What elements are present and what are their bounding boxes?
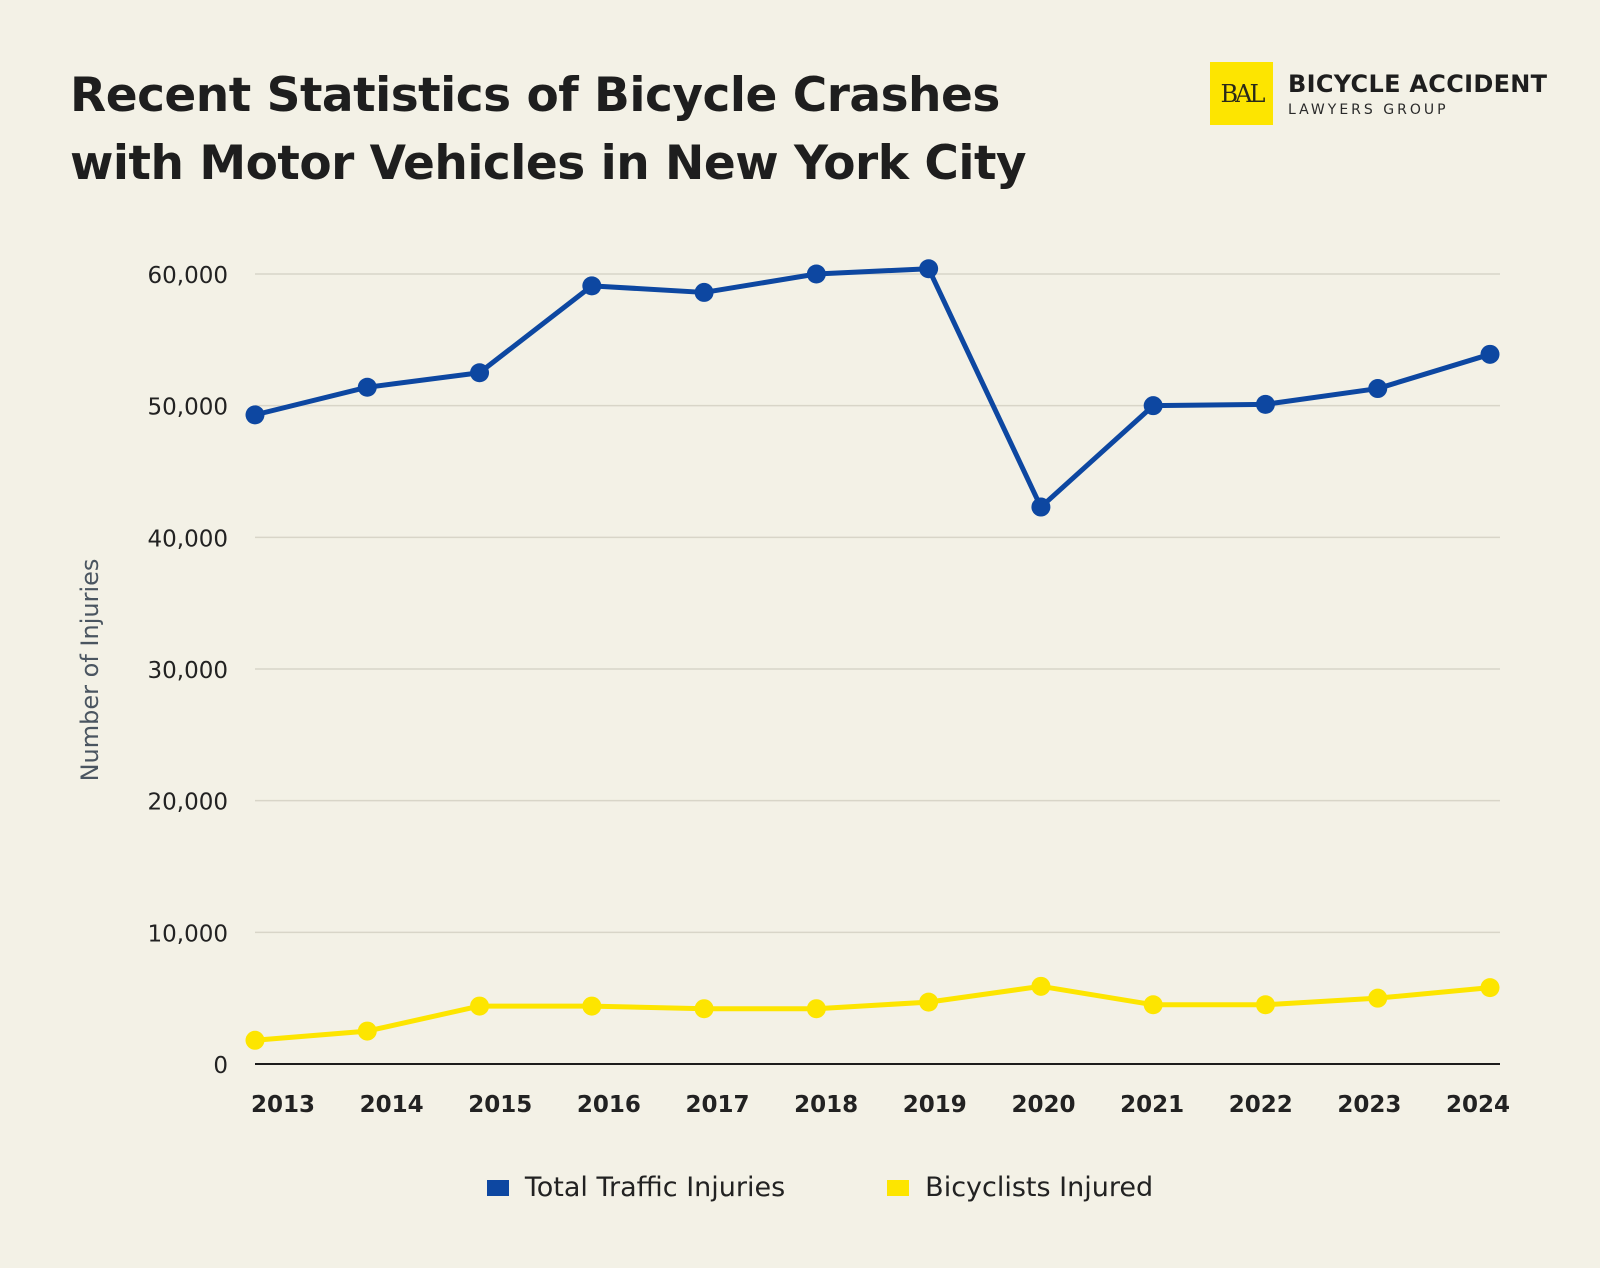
data-point-total bbox=[1368, 379, 1388, 399]
logo: BAL BICYCLE ACCIDENT LAWYERS GROUP bbox=[1210, 62, 1547, 125]
data-point-total bbox=[245, 405, 265, 425]
chart-title: Recent Statistics of Bicycle Crashes wit… bbox=[70, 68, 1027, 191]
y-tick-label: 10,000 bbox=[148, 921, 228, 947]
data-point-total bbox=[357, 377, 377, 397]
x-tick-label: 2013 bbox=[251, 1092, 315, 1118]
data-point-bicyclists bbox=[1031, 976, 1051, 996]
data-point-total bbox=[582, 276, 602, 296]
data-point-bicyclists bbox=[1368, 988, 1388, 1008]
y-tick-label: 0 bbox=[213, 1053, 228, 1079]
data-point-total bbox=[919, 259, 939, 279]
logo-mark: BAL bbox=[1210, 62, 1273, 125]
data-point-total bbox=[1031, 497, 1051, 517]
x-tick-label: 2016 bbox=[577, 1092, 641, 1118]
legend: Total Traffic Injuries Bicyclists Injure… bbox=[0, 1172, 1600, 1203]
legend-label-bicyclists: Bicyclists Injured bbox=[925, 1172, 1154, 1203]
x-tick-label: 2023 bbox=[1337, 1092, 1401, 1118]
data-point-total bbox=[1255, 394, 1275, 414]
data-point-bicyclists bbox=[582, 996, 602, 1016]
data-point-total bbox=[806, 264, 826, 284]
x-tick-label: 2022 bbox=[1229, 1092, 1293, 1118]
data-point-bicyclists bbox=[1143, 995, 1163, 1015]
data-point-bicyclists bbox=[470, 996, 490, 1016]
data-point-total bbox=[1143, 396, 1163, 416]
x-tick-label: 2021 bbox=[1120, 1092, 1184, 1118]
data-point-bicyclists bbox=[1480, 978, 1500, 998]
y-axis-title: Number of Injuries bbox=[76, 559, 104, 782]
legend-label-total: Total Traffic Injuries bbox=[524, 1172, 786, 1203]
x-tick-label: 2019 bbox=[903, 1092, 967, 1118]
x-tick-label: 2018 bbox=[794, 1092, 858, 1118]
legend-item-total: Total Traffic Injuries bbox=[486, 1172, 786, 1203]
logo-line1: BICYCLE ACCIDENT bbox=[1288, 69, 1548, 98]
data-point-bicyclists bbox=[357, 1021, 377, 1041]
logo-line2: LAWYERS GROUP bbox=[1288, 101, 1449, 118]
x-tick-label: 2024 bbox=[1446, 1092, 1510, 1118]
series-line-bicyclists bbox=[254, 983, 1491, 1043]
data-point-bicyclists bbox=[245, 1030, 265, 1050]
series-line-total bbox=[254, 266, 1491, 510]
y-tick-label: 20,000 bbox=[148, 790, 228, 816]
data-point-bicyclists bbox=[806, 999, 826, 1019]
legend-swatch-bicyclists bbox=[887, 1179, 910, 1196]
x-tick-label: 2020 bbox=[1011, 1092, 1075, 1118]
data-point-total bbox=[694, 282, 714, 302]
legend-item-bicyclists: Bicyclists Injured bbox=[887, 1172, 1153, 1203]
data-point-total bbox=[1480, 344, 1500, 364]
y-tick-label: 50,000 bbox=[148, 395, 228, 421]
y-tick-label: 60,000 bbox=[148, 263, 228, 289]
y-tick-label: 40,000 bbox=[148, 526, 228, 552]
y-tick-label: 30,000 bbox=[148, 658, 228, 684]
data-point-total bbox=[470, 363, 490, 383]
x-tick-label: 2017 bbox=[686, 1092, 750, 1118]
data-point-bicyclists bbox=[1255, 995, 1275, 1015]
data-point-bicyclists bbox=[694, 999, 714, 1019]
data-point-bicyclists bbox=[919, 992, 939, 1012]
legend-swatch-total bbox=[486, 1179, 509, 1196]
x-tick-label: 2015 bbox=[468, 1092, 532, 1118]
x-tick-label: 2014 bbox=[360, 1092, 424, 1118]
